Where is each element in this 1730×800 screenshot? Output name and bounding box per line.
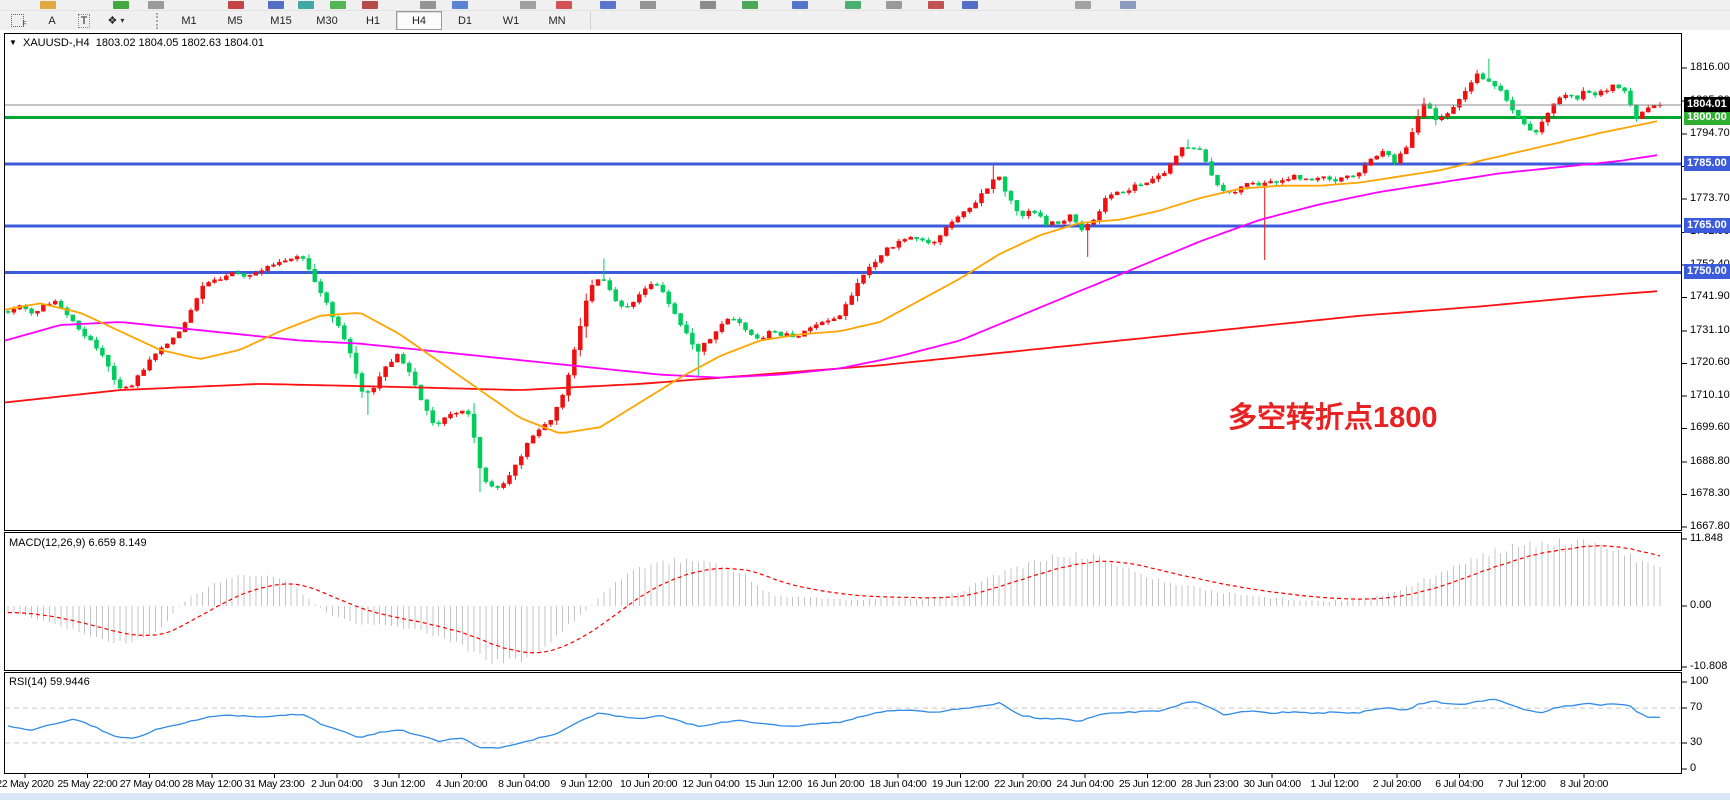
macd-pane-frame [4,532,1682,671]
cropped-toolbar-icon[interactable] [962,1,978,9]
timeframes-group: M1 M5 M15 M30 H1 H4 D1 W1 MN [166,11,580,30]
drawing-and-timeframe-toolbar: F A T ❖ ▾ M1 M5 M15 M30 H1 H4 D1 W1 MN [0,11,1730,30]
cropped-toolbar-icon[interactable] [700,1,716,9]
text-label-tool-button[interactable]: A [40,11,64,30]
cropped-toolbar-icon[interactable] [298,1,314,9]
cropped-toolbar-icon[interactable] [362,1,378,9]
cropped-toolbar-icon[interactable] [420,1,436,9]
fast-ma-line [4,120,1658,434]
cropped-toolbar-icon[interactable] [330,1,346,9]
timeframe-button-m30[interactable]: M30 [316,14,338,27]
toolbar-separator [590,11,591,30]
mid-ma-line [4,154,1658,379]
rsi-line [7,698,1661,749]
text-label-tool-icon: A [48,14,56,27]
cropped-toolbar-icon[interactable] [640,1,656,9]
status-bar-edge [0,793,1730,800]
cropped-toolbar-icon[interactable] [1075,1,1091,9]
toolbar-cropped-icon-row [0,0,1730,11]
cropped-toolbar-icon[interactable] [148,1,164,9]
cropped-toolbar-icon[interactable] [113,1,129,9]
cropped-toolbar-icon[interactable] [792,1,808,9]
timeframe-button-mn[interactable]: MN [548,14,566,27]
cropped-toolbar-icon[interactable] [1120,1,1136,9]
cropped-toolbar-icon[interactable] [268,1,284,9]
cropped-toolbar-icon[interactable] [228,1,244,9]
candlestick-series [5,58,1663,493]
arrow-objects-tool-button[interactable]: ❖ ▾ [104,11,128,30]
text-box-tool-button[interactable]: T [72,11,96,30]
cropped-toolbar-icon[interactable] [742,1,758,9]
rsi-pane-frame [4,672,1682,774]
cropped-toolbar-icon[interactable] [40,1,56,9]
cropped-toolbar-icon[interactable] [845,1,861,9]
toolbar-drag-handle[interactable] [156,12,162,29]
dotted-frame-icon [11,14,25,27]
cropped-toolbar-icon[interactable] [600,1,616,9]
cropped-toolbar-icon[interactable] [452,1,468,9]
timeframe-button-m1[interactable]: M1 [181,14,197,27]
drawing-tools-group: F A T ❖ ▾ [0,11,128,30]
arrow-objects-tool-icon: ❖ [107,15,118,27]
cropped-toolbar-icon[interactable] [886,1,902,9]
timeframe-button-h4[interactable]: H4 [396,11,442,30]
macd-signal-line [8,545,1661,654]
horizontal-level-lines [5,116,1681,274]
chart-shift-tool-button[interactable]: F [8,11,32,30]
timeframe-button-w1[interactable]: W1 [502,14,520,27]
cropped-toolbar-icon[interactable] [520,1,536,9]
timeframe-button-m15[interactable]: M15 [270,14,292,27]
text-box-icon: T [77,13,91,28]
timeframe-button-m5[interactable]: M5 [227,14,243,27]
cropped-toolbar-icon[interactable] [928,1,944,9]
timeframe-button-h1[interactable]: H1 [365,14,381,27]
cropped-toolbar-icon[interactable] [556,1,572,9]
timeframe-button-d1[interactable]: D1 [457,14,473,27]
dropdown-arrow-icon[interactable]: ▾ [120,16,125,25]
